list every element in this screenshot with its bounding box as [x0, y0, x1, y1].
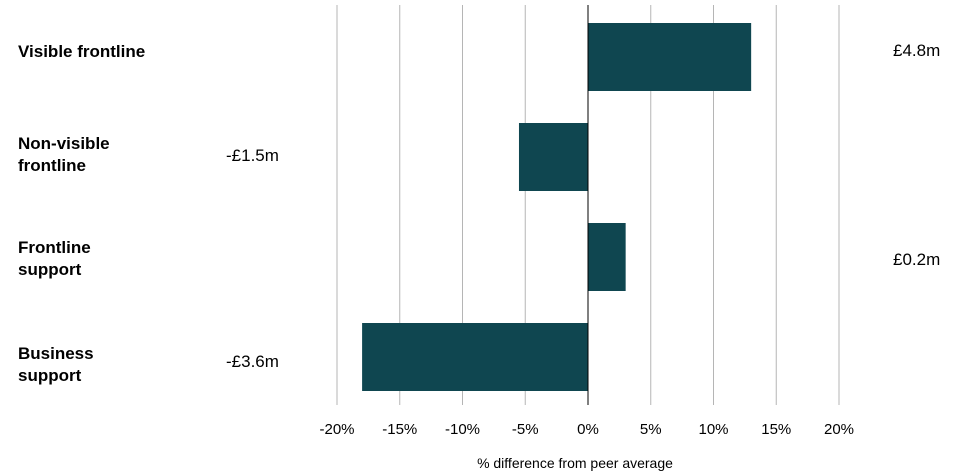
x-axis-ticks: -20% -15% -10% -5% 0% 5% 10% 15% 20% [319, 421, 854, 438]
category-label-non-visible-frontline: Non-visible frontline [18, 134, 110, 175]
value-label-business-support: -£3.6m [226, 352, 279, 371]
x-tick-label: 0% [577, 421, 599, 438]
value-label-non-visible-frontline: -£1.5m [226, 146, 279, 165]
category-label-visible-frontline: Visible frontline [18, 42, 146, 61]
x-tick-label: -20% [319, 421, 354, 438]
bar-frontline-support [588, 223, 626, 291]
x-tick-label: 20% [824, 421, 854, 438]
bar-visible-frontline [588, 23, 752, 91]
bar-non-visible-frontline [518, 123, 588, 191]
value-label-frontline-support: £0.2m [893, 250, 941, 269]
bar-business-support [362, 323, 588, 391]
category-label-frontline-support: Frontline support [18, 238, 91, 279]
x-axis-title: % difference from peer average [477, 455, 673, 471]
value-label-visible-frontline: £4.8m [893, 41, 941, 60]
x-tick-label: 5% [640, 421, 662, 438]
bars [362, 23, 752, 391]
x-tick-label: -15% [382, 421, 417, 438]
x-tick-label: 10% [698, 421, 728, 438]
x-tick-label: -5% [512, 421, 539, 438]
x-tick-label: 15% [761, 421, 791, 438]
category-label-business-support: Business support [18, 344, 94, 385]
x-tick-label: -10% [445, 421, 480, 438]
